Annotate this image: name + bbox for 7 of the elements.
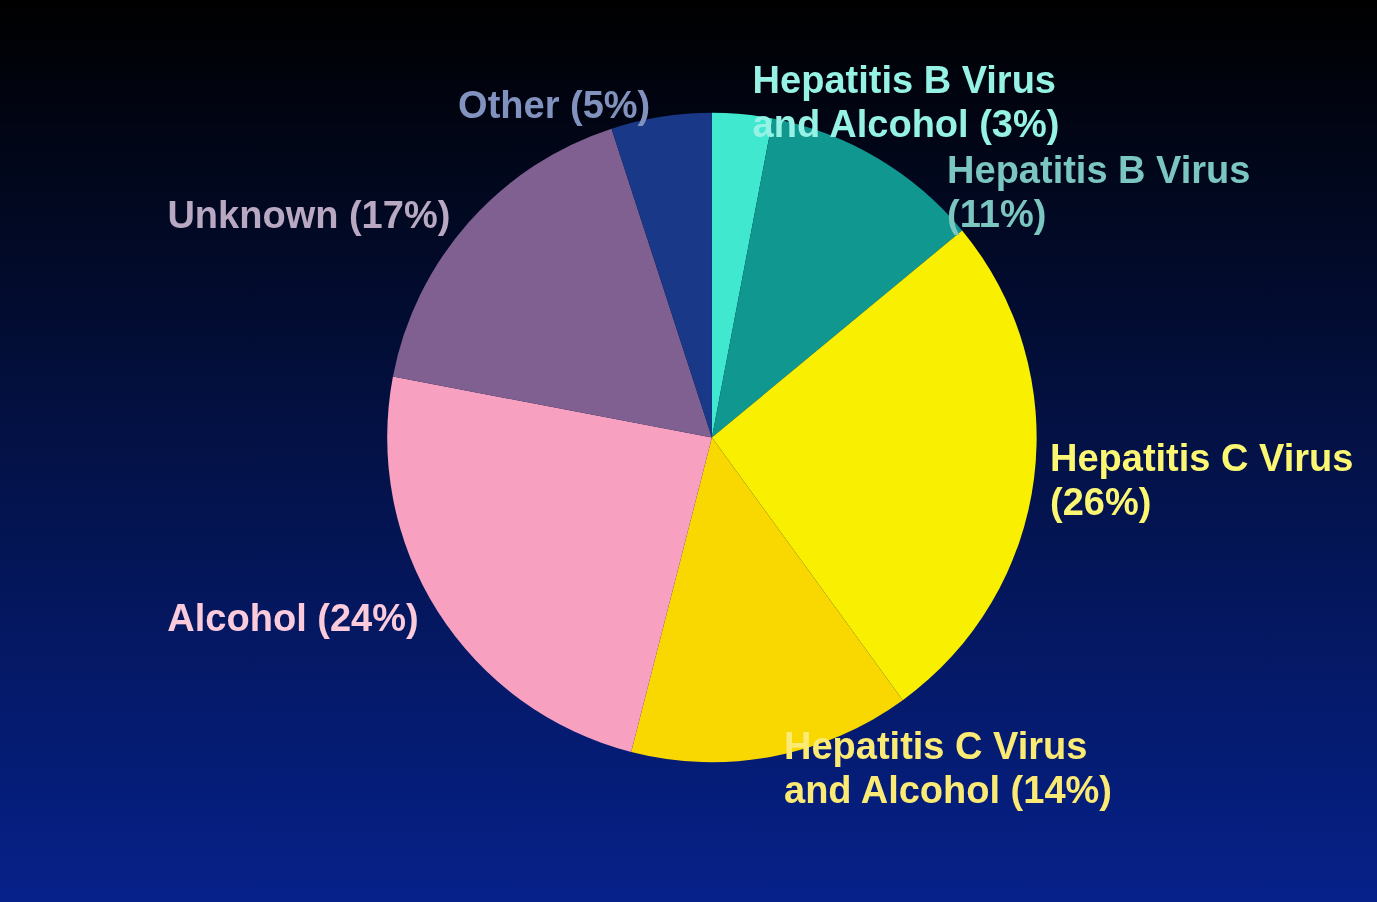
slice-label: Hepatitis B Virus and Alcohol (3%) <box>752 59 1067 146</box>
slice-label: Hepatitis C Virus and Alcohol (14%) <box>784 725 1112 812</box>
slice-label: Alcohol (24%) <box>167 596 419 639</box>
slice-label: Hepatitis B Virus (11%) <box>947 149 1262 236</box>
slice-label: Hepatitis C Virus (26%) <box>1049 436 1364 523</box>
slice-label: Other (5%) <box>458 83 651 126</box>
slice-label: Unknown (17%) <box>167 193 451 236</box>
